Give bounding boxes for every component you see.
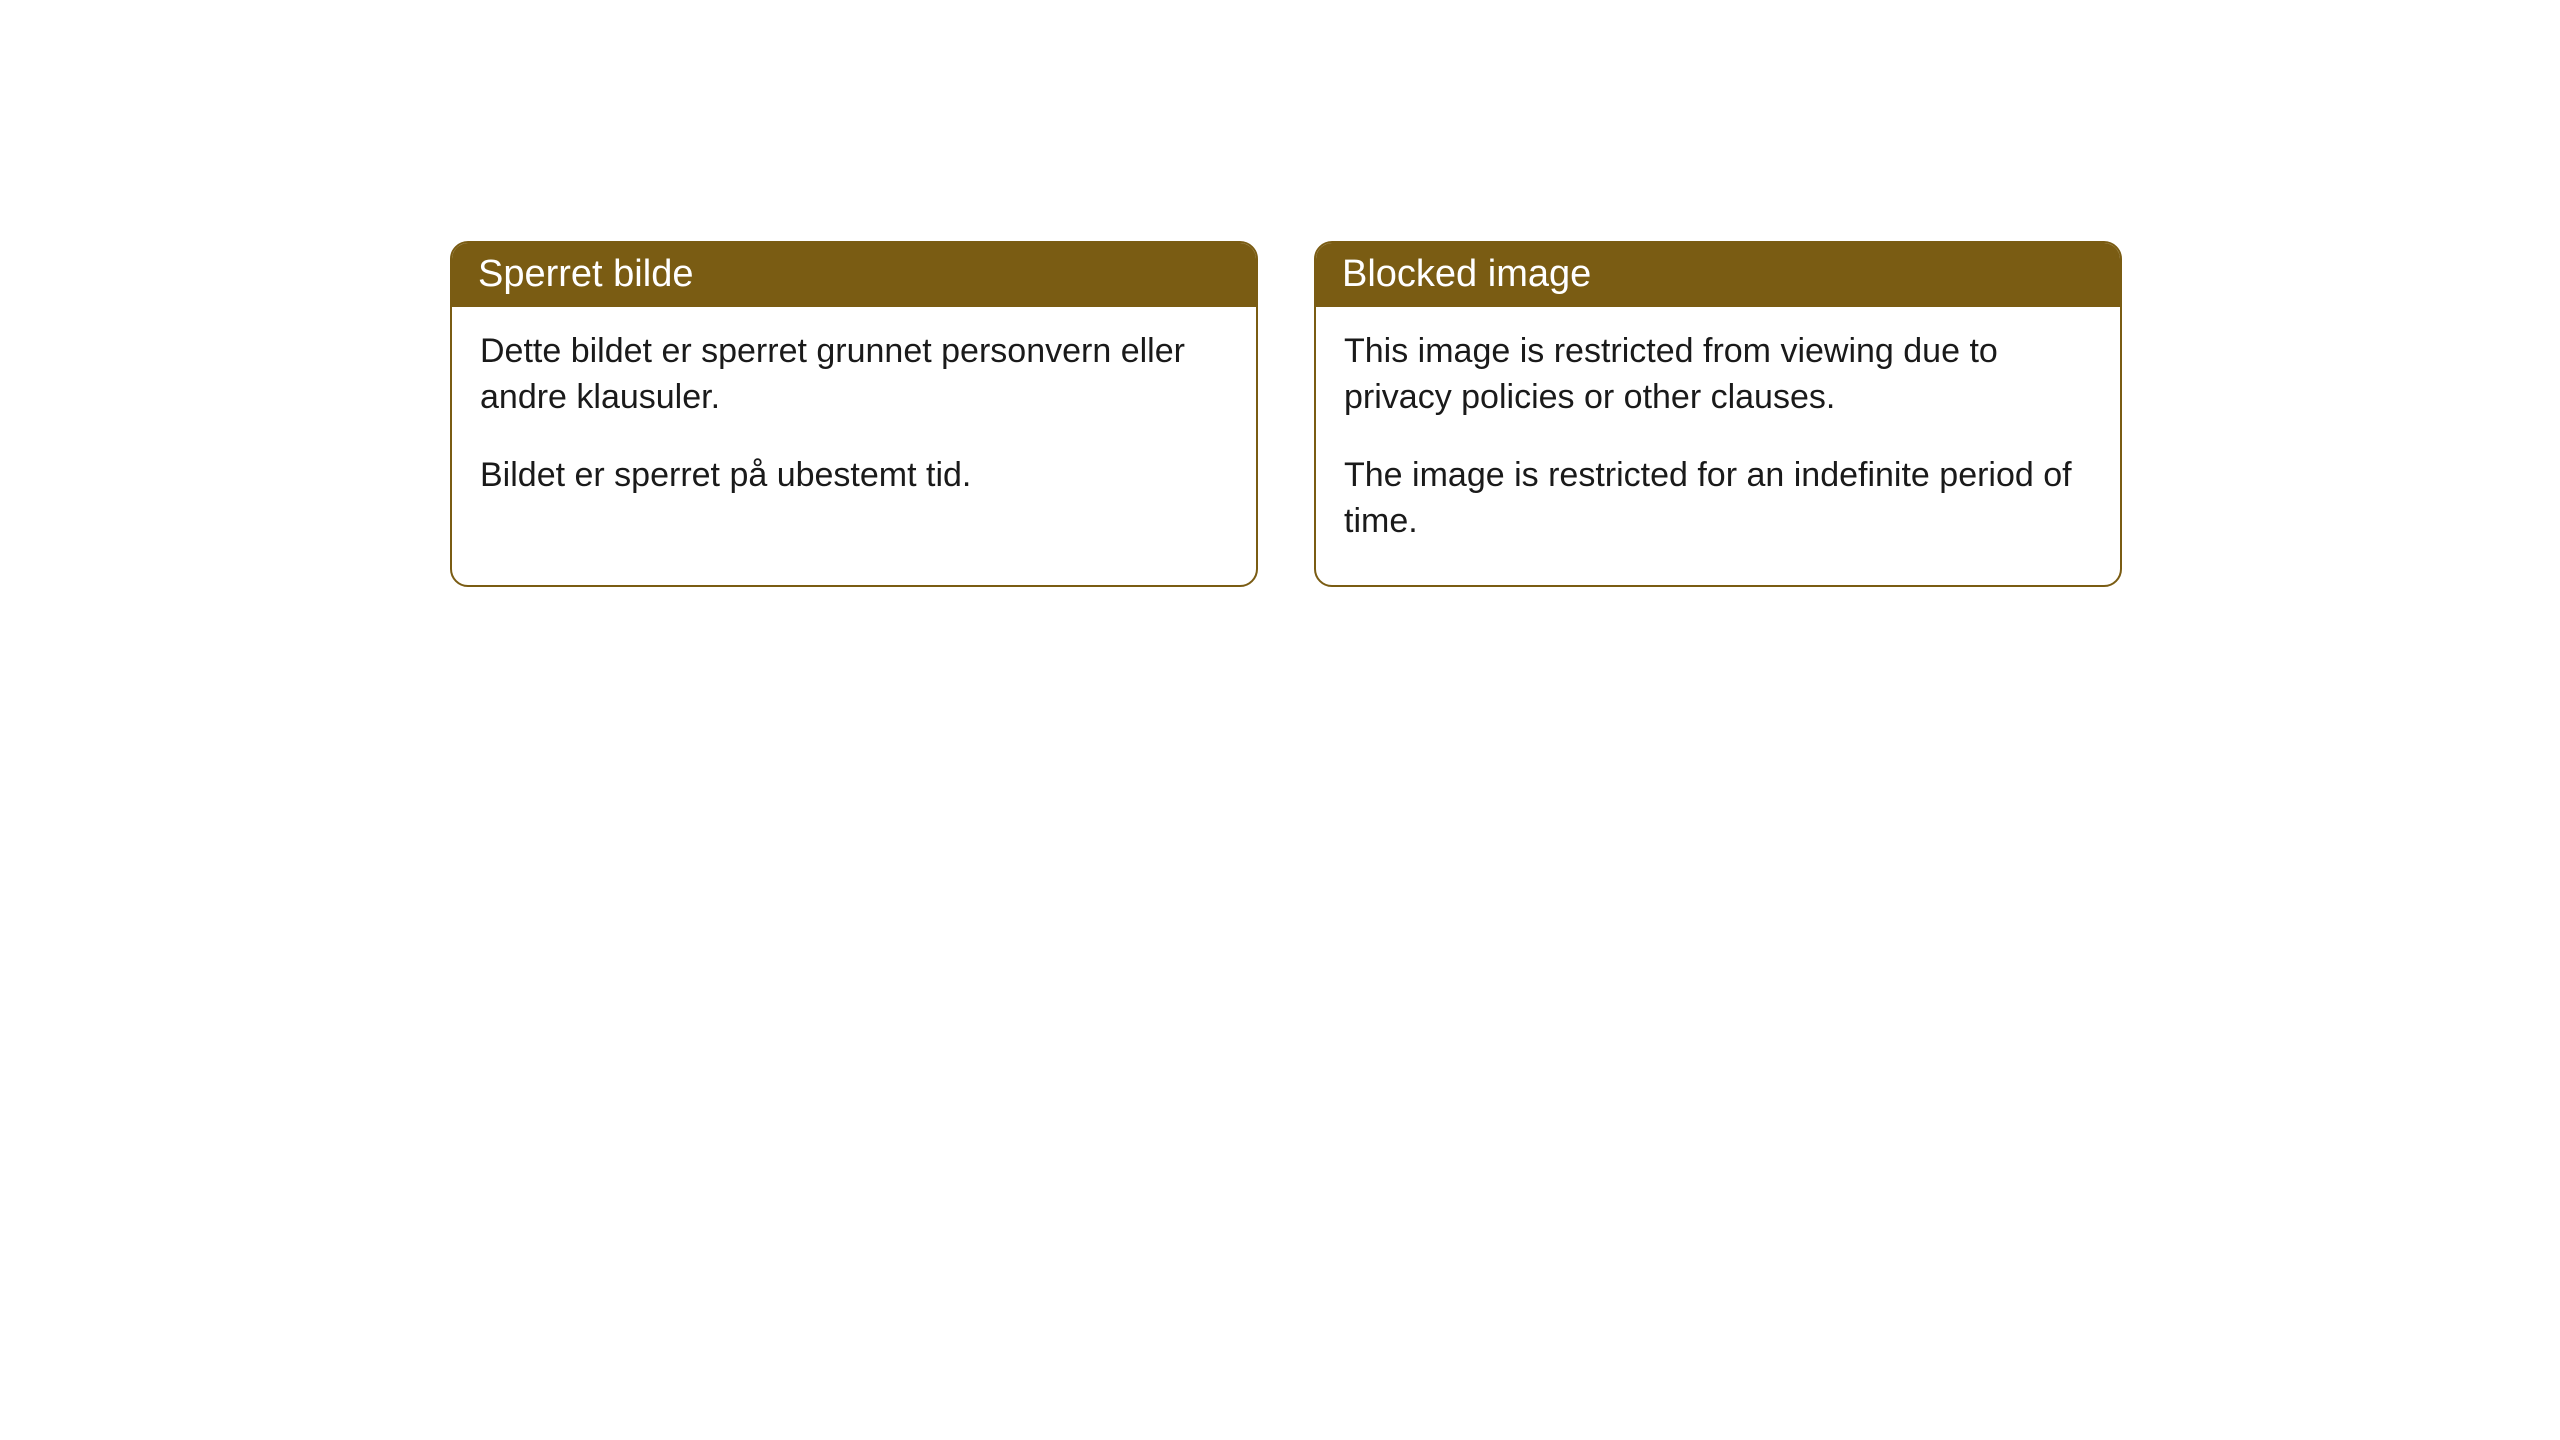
card-paragraph: This image is restricted from viewing du… xyxy=(1344,329,2092,421)
card-paragraph: Bildet er sperret på ubestemt tid. xyxy=(480,453,1228,499)
card-title: Sperret bilde xyxy=(478,253,693,295)
card-english: Blocked image This image is restricted f… xyxy=(1314,241,2122,587)
card-header: Blocked image xyxy=(1316,243,2120,307)
card-norwegian: Sperret bilde Dette bildet er sperret gr… xyxy=(450,241,1258,587)
cards-container: Sperret bilde Dette bildet er sperret gr… xyxy=(450,241,2122,587)
card-title: Blocked image xyxy=(1342,253,1591,295)
card-body: Dette bildet er sperret grunnet personve… xyxy=(452,307,1256,539)
card-body: This image is restricted from viewing du… xyxy=(1316,307,2120,585)
card-paragraph: Dette bildet er sperret grunnet personve… xyxy=(480,329,1228,421)
card-paragraph: The image is restricted for an indefinit… xyxy=(1344,453,2092,545)
card-header: Sperret bilde xyxy=(452,243,1256,307)
